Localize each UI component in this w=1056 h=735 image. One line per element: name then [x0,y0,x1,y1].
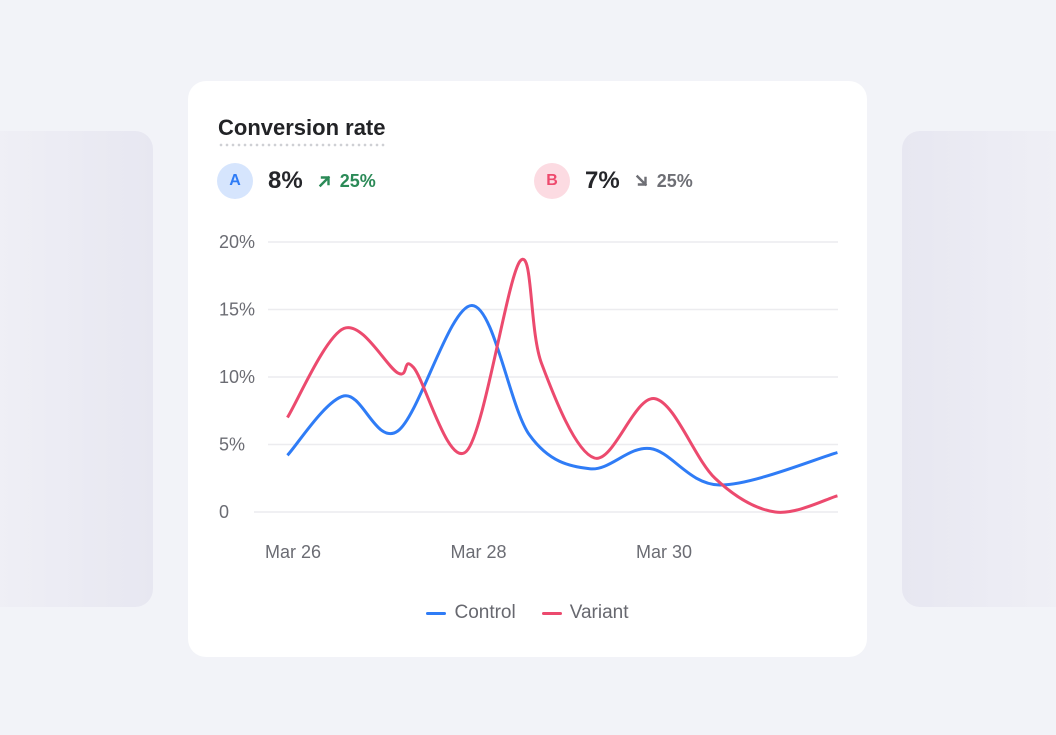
series-line-variant[interactable] [286,257,838,514]
metric-variant: B 7% 25% [534,163,693,199]
arrow-up-right-icon [318,175,330,188]
badge-a: A [217,163,253,199]
x-tick-label: Mar 28 [450,542,506,562]
legend-swatch-variant [541,611,562,615]
metric-change-b: 25% [634,171,693,192]
metric-change-value-a: 25% [339,170,376,191]
y-tick-label: 0 [219,502,229,522]
y-tick-label: 10% [219,367,255,387]
arrow-down-right-icon [635,174,647,187]
y-axis: 0 5% 10% 15% 20% [219,232,255,522]
badge-b: B [534,163,570,199]
metric-change-value-b: 25% [656,170,693,191]
legend-label-variant: Variant [569,602,629,623]
x-axis: Mar 26 Mar 28 Mar 30 [265,542,692,562]
y-tick-label: 15% [219,300,255,320]
legend-item-variant[interactable]: Variant [541,602,629,624]
legend-item-control[interactable]: Control [426,602,516,624]
series-line-control[interactable] [286,303,838,487]
card-title[interactable]: Conversion rate [218,115,386,147]
background-card-right [902,131,1056,607]
x-tick-label: Mar 26 [265,542,321,562]
legend: Control Variant [188,602,867,624]
y-tick-label: 5% [219,435,245,455]
grid-lines [254,241,838,513]
metric-change-a: 25% [317,171,376,192]
y-tick-label: 20% [219,232,255,252]
series-lines [286,257,838,514]
metric-value-a: 8% [268,167,303,194]
legend-label-control: Control [454,602,516,623]
background-card-left [0,131,153,607]
line-chart: 0 5% 10% 15% 20% Mar 26 Mar 28 Mar 30 [219,232,838,562]
metric-value-b: 7% [585,167,620,194]
legend-swatch-control [426,611,447,615]
metric-control: A 8% 25% [217,163,376,199]
x-tick-label: Mar 30 [636,542,692,562]
conversion-rate-card: Conversion rate A 8% 25% B 7% 25% 0 5% 10%… [188,81,867,657]
